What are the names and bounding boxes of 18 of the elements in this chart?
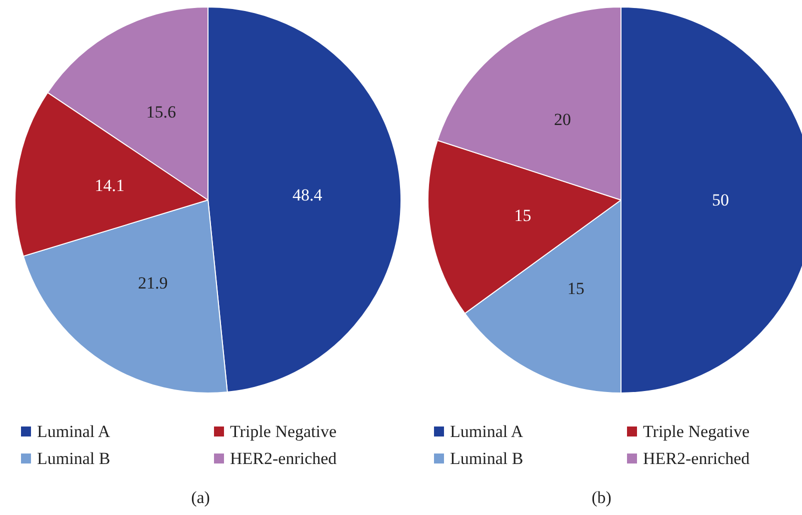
data-label: 48.4: [292, 186, 323, 204]
data-label: 15: [514, 206, 532, 226]
legend-label: HER2-enriched: [230, 449, 338, 468]
data-label: 14.1: [94, 176, 124, 195]
legend-label: Luminal B: [37, 449, 110, 468]
legend-label: Triple Negative: [230, 422, 337, 441]
legend-label: Luminal A: [37, 422, 111, 441]
data-label: 50: [712, 190, 729, 210]
legend-label: Luminal B: [450, 449, 524, 468]
data-label: 20: [554, 110, 572, 130]
data-label: 21.9: [138, 273, 168, 292]
text: (a): [191, 488, 210, 507]
legend-label: Luminal A: [450, 422, 524, 441]
data-label: 15.6: [146, 102, 176, 122]
legend-label: HER2-enriched: [643, 449, 750, 468]
data-label: 15: [567, 279, 584, 298]
legend-label: Triple Negative: [643, 422, 750, 441]
text: (b): [592, 488, 612, 507]
